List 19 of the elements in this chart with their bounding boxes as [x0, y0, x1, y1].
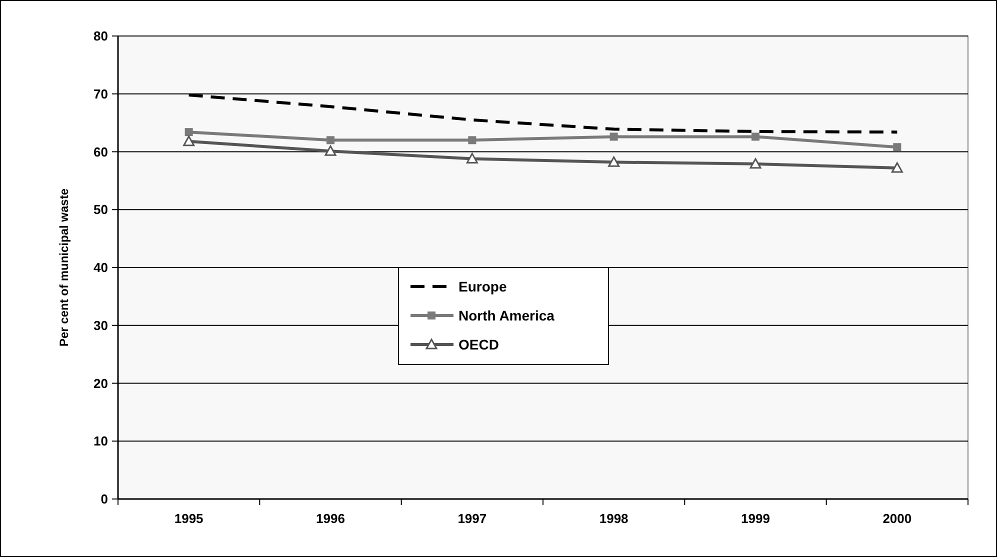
y-tick-label: 60 [94, 144, 108, 160]
y-tick-label: 70 [94, 86, 108, 102]
legend-label: North America [458, 307, 555, 324]
y-tick-label: 0 [100, 492, 108, 507]
y-tick-label: 80 [94, 28, 108, 44]
x-tick-label: 1996 [316, 511, 345, 526]
legend-label: OECD [458, 336, 499, 352]
y-tick-label: 30 [94, 318, 108, 333]
legend-label: Europe [458, 278, 507, 294]
y-tick-label: 50 [94, 202, 108, 218]
y-tick-label: 10 [94, 434, 108, 449]
y-tick-label: 40 [94, 260, 108, 276]
x-tick-label: 1999 [741, 511, 770, 526]
x-tick-label: 1997 [458, 511, 487, 526]
x-tick-label: 1998 [599, 511, 628, 526]
x-tick-label: 2000 [882, 511, 912, 526]
x-tick-label: 1995 [174, 511, 204, 526]
y-axis-title: Per cent of municipal waste [57, 188, 71, 347]
y-tick-label: 20 [94, 376, 108, 391]
